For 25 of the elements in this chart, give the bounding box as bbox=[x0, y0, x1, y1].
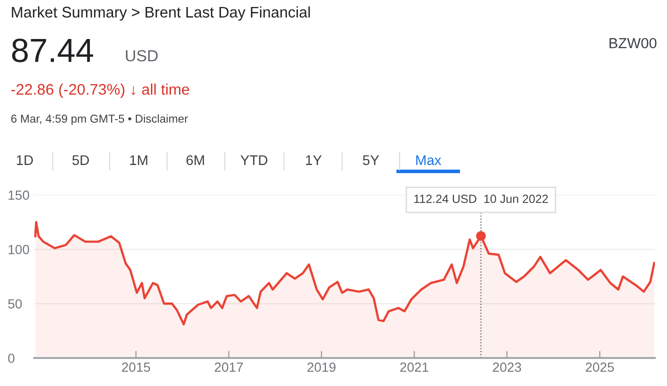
x-tick-label: 2023 bbox=[492, 362, 522, 372]
text: 1M bbox=[130, 155, 148, 165]
text: BZW00 bbox=[610, 38, 656, 48]
x-tick-label: 2015 bbox=[122, 362, 150, 372]
x-tick-label: 2021 bbox=[400, 362, 428, 372]
x-tick-label: 2025 bbox=[586, 362, 614, 372]
text: 87.44 bbox=[12, 38, 94, 62]
text: USD bbox=[126, 50, 158, 62]
y-tick-label: 150 bbox=[8, 190, 30, 200]
x-tick-label: 2017 bbox=[214, 362, 243, 372]
annotation: 112.24 USD 10 Jun 2022 bbox=[414, 194, 548, 204]
text: 5D bbox=[72, 155, 89, 166]
text: 6M bbox=[186, 155, 204, 166]
text: 6 Mar, 4:59 pm GMT-5 • Disclaimer bbox=[11, 114, 188, 125]
text: 1D bbox=[16, 155, 33, 165]
text: YTD bbox=[240, 155, 268, 165]
x-tick-label: 2019 bbox=[307, 362, 336, 372]
text: 1Y bbox=[306, 155, 322, 165]
text: Max bbox=[416, 155, 442, 166]
text: -22.86 (-20.73%) ↓ all time bbox=[11, 84, 190, 98]
y-tick-label: 50 bbox=[8, 299, 22, 309]
chart-title: Market Summary > Brent Last Day Financial bbox=[12, 6, 310, 21]
y-tick-label: 100 bbox=[8, 244, 30, 254]
y-tick-label: 0 bbox=[8, 354, 14, 363]
text: 5Y bbox=[362, 155, 380, 166]
